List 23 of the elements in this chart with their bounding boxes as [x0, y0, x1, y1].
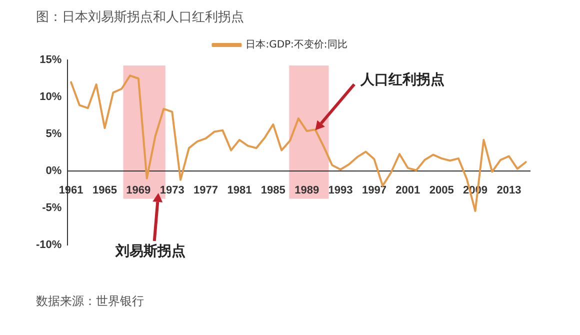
x-tick-label: 1973: [160, 184, 184, 197]
y-tick-label: -10%: [36, 239, 62, 252]
y-tick-label: 10%: [40, 91, 62, 104]
x-tick-label: 1993: [328, 184, 353, 197]
x-tick-label: 1997: [362, 184, 386, 197]
y-tick-label: 5%: [46, 128, 62, 140]
y-tick-label: -5%: [42, 202, 62, 214]
x-tick-label: 2005: [429, 184, 454, 197]
y-tick-label: 15%: [40, 54, 62, 66]
chart-title: 图：日本刘易斯拐点和人口红利拐点: [36, 9, 244, 26]
y-tick-label: 0%: [46, 165, 62, 178]
annotation: 刘易斯拐点: [114, 242, 186, 260]
x-tick-label: 1981: [227, 184, 252, 197]
x-tick-label: 2013: [496, 184, 522, 197]
source-note: 数据来源：世界银行: [36, 293, 144, 310]
x-tick-label: 1977: [194, 184, 218, 197]
x-tick-label: 2001: [396, 184, 420, 197]
x-tick-label: 1969: [126, 184, 151, 197]
x-tick-label: 1985: [260, 184, 286, 197]
annotation: 人口红利拐点: [359, 72, 444, 88]
legend-label: 日本:GDP:不变价:同比: [246, 38, 348, 51]
x-tick-label: 1965: [92, 184, 117, 197]
x-tick-label: 1989: [294, 184, 320, 197]
